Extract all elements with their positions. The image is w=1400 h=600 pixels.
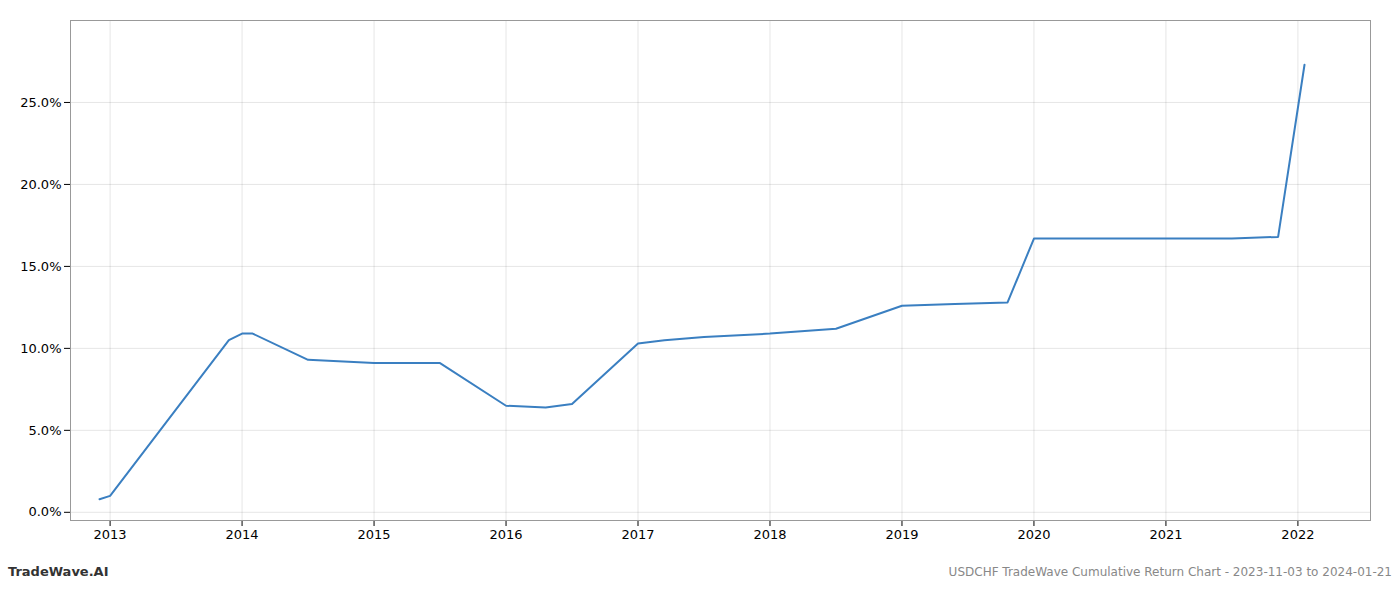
svg-text:2021: 2021: [1149, 527, 1182, 542]
svg-text:25.0%: 25.0%: [20, 95, 61, 110]
html-text:USDCHF TradeWave Cumulative Re: USDCHF TradeWave Cumulative Return Chart…: [948, 565, 1392, 579]
svg-text:2015: 2015: [358, 527, 391, 542]
svg-text:2016: 2016: [489, 527, 522, 542]
svg-text:15.0%: 15.0%: [20, 259, 61, 274]
html-text:TradeWave.AI: TradeWave.AI: [8, 564, 109, 579]
svg-text:2018: 2018: [753, 527, 786, 542]
svg-text:2019: 2019: [885, 527, 918, 542]
svg-text:2022: 2022: [1281, 527, 1314, 542]
svg-text:2017: 2017: [621, 527, 654, 542]
svg-text:20.0%: 20.0%: [20, 177, 61, 192]
svg-text:10.0%: 10.0%: [20, 341, 61, 356]
svg-text:5.0%: 5.0%: [28, 422, 61, 437]
svg-text:0.0%: 0.0%: [28, 504, 61, 519]
svg-text:2014: 2014: [226, 527, 259, 542]
svg-text:2020: 2020: [1017, 527, 1050, 542]
svg-text:2013: 2013: [94, 527, 127, 542]
